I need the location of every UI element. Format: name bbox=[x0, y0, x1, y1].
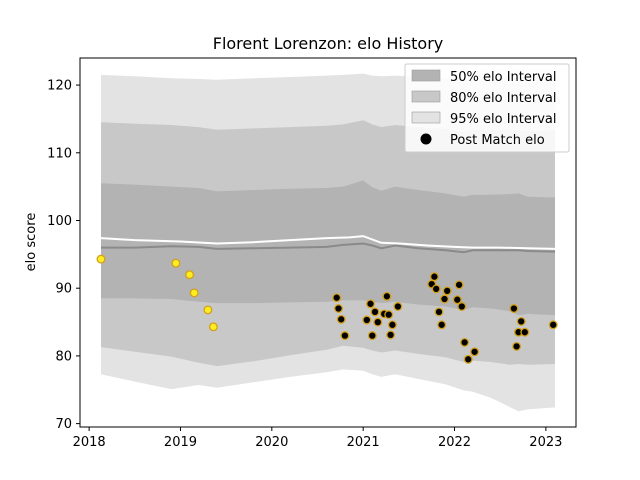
y-tick-label: 100 bbox=[47, 214, 72, 229]
data-point bbox=[512, 341, 522, 351]
x-tick-label: 2018 bbox=[73, 435, 106, 450]
data-point bbox=[520, 327, 530, 337]
data-point bbox=[429, 272, 439, 282]
data-point bbox=[440, 294, 449, 304]
data-point bbox=[334, 304, 343, 313]
data-point bbox=[373, 317, 383, 327]
legend-swatch bbox=[411, 69, 441, 82]
legend-label: Post Match elo bbox=[450, 133, 545, 148]
data-point bbox=[470, 347, 480, 357]
x-tick-label: 2023 bbox=[529, 435, 562, 450]
x-tick-label: 2021 bbox=[347, 435, 380, 450]
band-50 bbox=[101, 180, 555, 316]
elo-lines bbox=[100, 235, 556, 254]
data-point bbox=[366, 299, 375, 309]
data-point bbox=[362, 315, 372, 325]
data-point bbox=[516, 316, 526, 326]
data-point bbox=[203, 305, 213, 315]
data-point bbox=[452, 295, 462, 305]
data-point bbox=[457, 302, 467, 311]
data-point bbox=[454, 280, 464, 290]
data-point bbox=[509, 304, 519, 313]
legend-label: 80% elo Interval bbox=[450, 91, 557, 106]
y-tick-label: 120 bbox=[47, 79, 72, 94]
data-point bbox=[367, 331, 377, 341]
data-point bbox=[332, 293, 342, 303]
legend: 50% elo Interval 80% elo Interval 95% elo … bbox=[404, 63, 570, 153]
legend-label: 95% elo Interval bbox=[450, 112, 557, 127]
legend-swatch bbox=[411, 90, 441, 103]
x-axis-ticks: 2018 2019 2020 2021 2022 2023 bbox=[73, 427, 562, 450]
data-point bbox=[460, 337, 470, 347]
data-point bbox=[336, 314, 346, 324]
data-point bbox=[434, 307, 444, 317]
data-point bbox=[96, 254, 106, 264]
data-point bbox=[437, 320, 447, 330]
x-tick-label: 2022 bbox=[438, 435, 471, 450]
legend-swatch bbox=[411, 111, 441, 124]
chart-title: Florent Lorenzon: elo History bbox=[213, 34, 444, 53]
data-point bbox=[463, 354, 473, 364]
data-point bbox=[387, 320, 397, 330]
y-axis-ticks: 70 80 90 100 110 120 bbox=[47, 79, 80, 432]
data-point bbox=[442, 286, 452, 296]
data-point bbox=[208, 322, 218, 332]
data-point bbox=[548, 320, 558, 330]
data-point bbox=[384, 310, 394, 320]
y-tick-label: 80 bbox=[55, 349, 72, 364]
post-match-points bbox=[96, 254, 558, 364]
legend-box bbox=[404, 63, 570, 153]
x-tick-label: 2019 bbox=[164, 435, 197, 450]
legend-marker bbox=[420, 133, 432, 145]
data-point bbox=[382, 291, 392, 301]
data-point bbox=[370, 307, 380, 317]
x-tick-label: 2020 bbox=[255, 435, 288, 450]
y-tick-label: 110 bbox=[47, 146, 72, 161]
legend-label: 50% elo Interval bbox=[450, 70, 557, 85]
data-point bbox=[171, 258, 181, 268]
plot-frame bbox=[79, 57, 577, 428]
y-tick-label: 90 bbox=[55, 282, 72, 297]
y-axis-title: elo score bbox=[24, 213, 39, 272]
data-point bbox=[393, 302, 403, 311]
mean-line bbox=[100, 235, 556, 250]
data-point bbox=[431, 284, 441, 294]
data-point bbox=[189, 288, 199, 298]
data-point bbox=[386, 330, 396, 340]
data-point bbox=[185, 270, 195, 280]
median-line bbox=[101, 242, 556, 254]
y-tick-label: 70 bbox=[55, 417, 72, 432]
data-point bbox=[340, 331, 350, 341]
